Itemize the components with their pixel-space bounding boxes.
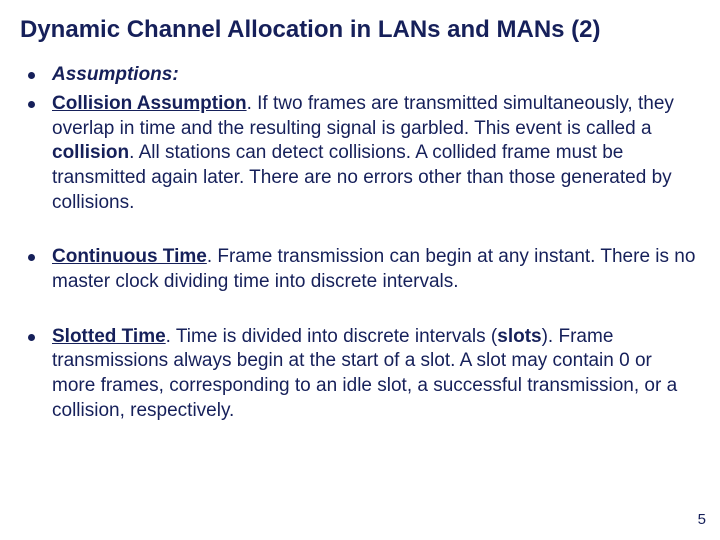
list-item: Continuous Time. Frame transmission can … — [26, 245, 700, 294]
item-heading: Slotted Time — [52, 326, 166, 347]
item-heading: Continuous Time — [52, 246, 207, 267]
item-heading: Collision Assumption — [52, 93, 247, 114]
item-text: . Time is divided into discrete interval… — [166, 326, 498, 347]
item-text: . All stations can detect collisions. A … — [52, 142, 672, 212]
item-bold: collision — [52, 142, 129, 163]
list-item: Slotted Time. Time is divided into discr… — [26, 325, 700, 424]
assumptions-label: Assumptions: — [52, 64, 179, 85]
list-item: Collision Assumption. If two frames are … — [26, 92, 700, 215]
bullet-list: Assumptions: Collision Assumption. If tw… — [20, 63, 700, 423]
list-item: Assumptions: — [26, 63, 700, 88]
page-title: Dynamic Channel Allocation in LANs and M… — [20, 14, 700, 45]
slide-container: Dynamic Channel Allocation in LANs and M… — [0, 0, 720, 540]
page-number: 5 — [698, 511, 706, 528]
item-bold: slots — [497, 326, 541, 347]
